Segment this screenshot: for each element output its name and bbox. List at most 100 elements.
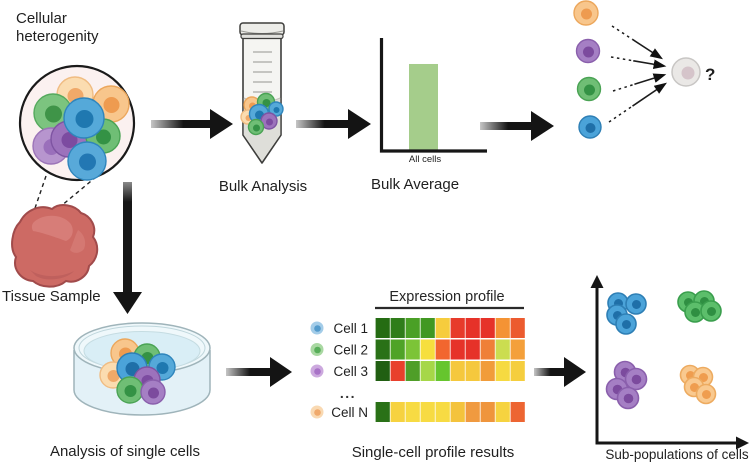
cell-nucleus [103,97,120,113]
tube-cells [240,92,284,136]
heatmap-cell [375,402,390,422]
purple-subpopulation-nucleus [631,374,642,385]
bulk-analysis-label: Bulk Analysis [219,178,307,195]
heatmap-cell [510,339,525,360]
row-cell-dot-nucleus [314,346,321,354]
heatmap-cell [495,402,510,422]
tissue-highlight-2 [70,230,86,253]
heatmap-cell [495,318,510,338]
heatmap-cell [435,402,450,422]
arrow-heatmap-to-scatter [534,357,586,387]
divergence-arrow-dash [612,83,635,92]
heatmap-cell [405,402,420,422]
row-cell-dot-nucleus [314,409,321,416]
heatmap-cell [510,402,525,422]
cell-nucleus [583,46,594,58]
cell-nucleus [45,105,62,123]
heatmap-cell [420,361,435,381]
falcon-tube [239,22,285,164]
cell-nucleus [148,387,159,399]
divergence-arrow [632,38,664,60]
divergence-arrow-dash [610,56,634,62]
bulk-average-chart: All cells Bulk Average [371,38,487,193]
heatmap-cell [390,402,405,422]
row-cell-dot-nucleus [314,325,321,332]
question-mark: ? [705,65,715,84]
divergence-arrows [608,25,667,123]
heatmap-cell [375,318,390,338]
rows-ellipsis: ... [340,385,356,401]
cell-nucleus [124,385,137,397]
profile-results-label: Single-cell profile results [352,444,515,461]
cell-nucleus [581,8,592,20]
heatmap-cell [390,339,405,360]
heatmap-row-label: Cell 1 [333,321,368,336]
tube-cap-flange [240,33,284,40]
arrow-chart-to-cells [480,111,554,141]
heatmap-cell [405,318,420,338]
heatmap-cell [375,339,390,360]
heatmap-cell [435,318,450,338]
expression-profile-title: Expression profile [389,289,504,305]
heatmap-row-labels: Cell 1 Cell 2 Cell 3 Cell N [310,321,368,420]
blue-subpopulation-nucleus [632,300,641,309]
heatmap-cell [465,339,480,360]
heatmap-cell [465,402,480,422]
heatmap-row-label: Cell 2 [333,343,368,358]
row-cell-dot-nucleus [314,368,321,375]
divergence-panel: ? [573,0,715,139]
heatmap-cell [465,361,480,381]
heatmap-cell [420,318,435,338]
tissue-highlight [31,215,73,241]
heatmap-cell [495,339,510,360]
heatmap-cell [375,361,390,381]
divergence-arrow-dash [611,25,633,41]
bulk-bar [409,63,438,151]
y-axis-arrowhead [590,275,604,288]
heatmap-row-label: Cell 3 [333,364,368,379]
chart-axes [379,38,487,153]
heatmap-cell [390,361,405,381]
heatmap-cell [510,318,525,338]
cell-nucleus [266,118,273,126]
tissue-sample-label: Tissue Sample [2,288,101,305]
green-subpopulation-nucleus [691,308,700,317]
heatmap-cell [480,402,495,422]
scatter-clusters [605,290,722,410]
title-line1: Cellular [16,10,67,27]
heatmap-cell [480,339,495,360]
petri-dish [73,322,211,416]
cell-nucleus [156,362,169,374]
cell-nucleus [79,153,96,171]
tissue-sample [11,204,99,288]
cell-nucleus [75,110,94,128]
heatmap-cell [390,318,405,338]
bulk-average-label: Bulk Average [371,176,459,193]
x-axis-arrowhead [736,436,749,450]
title-line2: heterogenity [16,28,99,45]
cell-nucleus [585,123,596,133]
orange-subpopulation-nucleus [702,390,711,399]
magnifier-view [18,64,136,215]
arrow-down-to-dish [113,182,142,314]
unknown-cell-nucleus [681,66,695,80]
divergence-arrow [633,59,667,69]
purple-subpopulation-nucleus [623,393,634,404]
heatmap-cell [480,318,495,338]
cell-nucleus [61,132,78,148]
heatmap-cell [435,339,450,360]
cell-nucleus [107,370,120,382]
heatmap-cell [420,402,435,422]
heatmap-cell [420,339,435,360]
subpopulations-label: Sub-populations of cells [605,447,749,462]
heatmap-cell [450,402,465,422]
heatmap-grid [375,318,525,422]
divergence-cells [573,0,602,139]
subpopulation-scatter: Sub-populations of cells [590,275,749,462]
heatmap-row-label: Cell N [331,405,368,420]
green-subpopulation-nucleus [707,307,716,316]
heatmap-cell [450,318,465,338]
